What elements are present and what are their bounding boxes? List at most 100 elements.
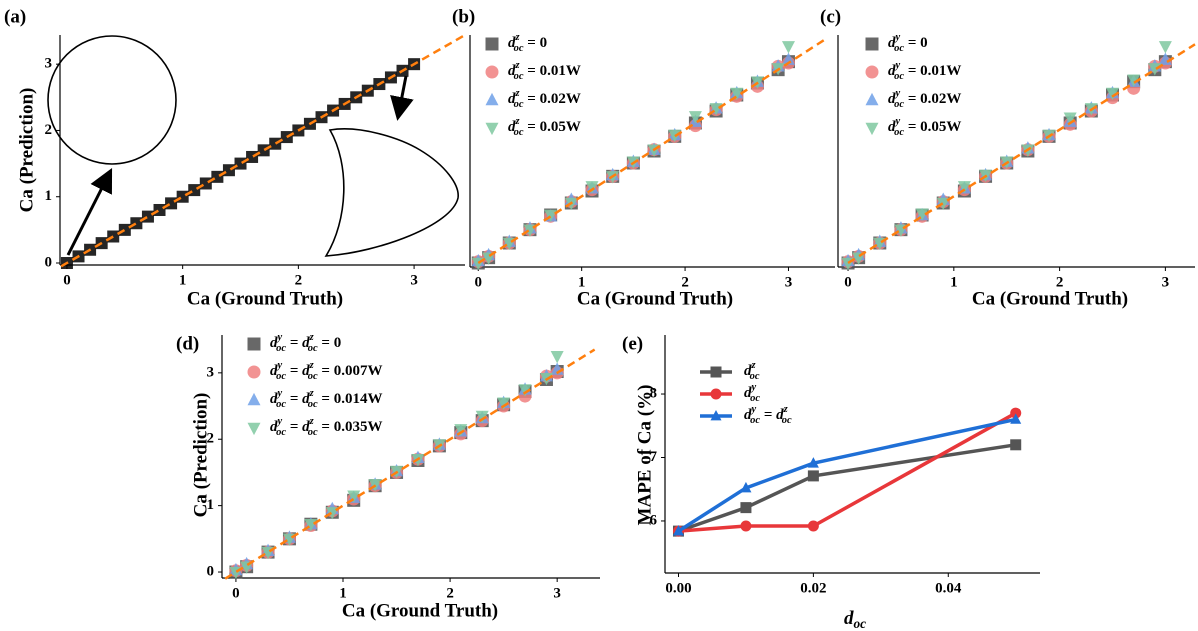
y-axis-title: MAPE of Ca (%) [634, 385, 655, 526]
reference-line [477, 36, 829, 265]
legend-label: dy oc [744, 382, 760, 404]
marker-square [257, 144, 270, 157]
reference-line [224, 348, 596, 580]
x-tick-label: 2 [681, 274, 689, 290]
marker-square [188, 184, 201, 197]
marker-triangle-down [936, 197, 950, 211]
marker-triangle-down [325, 507, 339, 520]
marker-triangle-down [550, 351, 564, 364]
marker-square [1010, 439, 1022, 451]
legend-label: dz oc [744, 360, 760, 382]
x-tick-label: 0 [475, 274, 483, 290]
marker-triangle-down [1063, 112, 1077, 125]
legend-label: dy oc = dz oc = 0.007W [270, 360, 382, 382]
panel-label: (a) [4, 6, 26, 27]
y-tick-label: 1 [207, 497, 215, 513]
arrow [390, 75, 414, 121]
legend-label: dy oc = dz oc = 0.035W [270, 416, 382, 438]
y-tick-label: 3 [45, 56, 53, 72]
marker-triangle-up [781, 52, 795, 65]
marker-square [246, 150, 259, 163]
marker-triangle-down [497, 397, 511, 410]
panel-label: (b) [452, 6, 475, 27]
marker-circle [710, 388, 722, 400]
x-tick-label: 0.00 [665, 580, 691, 596]
marker-triangle-down [585, 181, 599, 194]
x-tick-label: 2 [295, 272, 303, 288]
legend-label: dy oc = dz oc = 0.014W [270, 388, 382, 410]
panel-label: (e) [622, 333, 643, 354]
y-tick-label: 8 [650, 385, 658, 401]
x-tick-label: 0.04 [935, 580, 962, 596]
marker-triangle-down [915, 208, 929, 221]
marker-triangle-down [781, 41, 795, 54]
marker-triangle-down [1105, 87, 1119, 101]
x-tick-label: 0 [63, 272, 71, 288]
y-tick-label: 2 [45, 122, 53, 138]
panel-label: (d) [176, 333, 199, 354]
marker-triangle-up [740, 481, 752, 493]
marker-triangle-down [957, 181, 971, 194]
marker-square [165, 197, 178, 210]
marker-square [247, 337, 261, 351]
y-tick-label: 2 [207, 431, 215, 447]
x-axis-title: Ca (Ground Truth) [577, 288, 733, 309]
marker-square [176, 190, 189, 203]
legend-label: dy oc = dz oc [744, 404, 792, 426]
x-tick-label: 1 [950, 274, 958, 290]
marker-triangle-down [544, 209, 558, 223]
marker-circle [740, 520, 752, 532]
marker-triangle-up [672, 525, 684, 536]
deformed-shape [324, 128, 459, 257]
x-tick-label: 0.02 [800, 580, 826, 596]
marker-circle [247, 365, 261, 379]
marker-triangle-up [247, 392, 261, 406]
y-tick-label: 1 [45, 188, 53, 204]
y-tick-label: 0 [45, 254, 53, 270]
marker-triangle-up [710, 409, 722, 421]
marker-triangle-down [347, 490, 361, 503]
legend-label: dy oc = 0.02W [888, 88, 961, 110]
x-tick-label: 1 [339, 585, 347, 601]
marker-triangle-down [454, 424, 468, 437]
x-tick-label: 1 [179, 272, 187, 288]
reference-line [60, 33, 466, 268]
marker-triangle-down [485, 122, 499, 136]
legend-label: dy oc = 0.05W [888, 116, 961, 138]
marker-square [865, 37, 879, 51]
x-axis-title: Ca (Ground Truth) [187, 288, 343, 309]
x-tick-label: 0 [232, 585, 240, 601]
y-tick-label: 6 [650, 512, 658, 528]
marker-square [234, 157, 247, 170]
x-tick-label: 0 [844, 274, 852, 290]
marker-triangle-down [1158, 41, 1172, 54]
marker-square [485, 37, 499, 51]
y-tick-label: 0 [207, 563, 215, 579]
marker-square [211, 170, 224, 183]
undeformed-shape [47, 35, 177, 165]
marker-triangle-up [865, 92, 879, 106]
marker-triangle-down [518, 384, 532, 397]
arrow [66, 167, 113, 256]
series-line [677, 443, 1016, 533]
marker-triangle-up [807, 457, 819, 468]
panel-label: (c) [820, 6, 841, 27]
x-axis-title: Ca (Ground Truth) [342, 600, 498, 621]
x-tick-label: 3 [785, 274, 793, 290]
y-tick-label: 7 [650, 449, 658, 465]
marker-square [118, 223, 131, 236]
series-line [677, 417, 1017, 533]
x-tick-label: 2 [1056, 274, 1064, 290]
x-tick-label: 3 [1162, 274, 1170, 290]
marker-triangle-down [730, 87, 744, 101]
y-axis-title: Ca (Prediction) [16, 88, 37, 213]
marker-triangle-down [865, 122, 879, 136]
legend-label: dy oc = 0 [888, 32, 928, 54]
x-axis-title: doc [844, 608, 866, 631]
x-tick-label: 3 [410, 272, 418, 288]
y-axis-title: Ca (Prediction) [190, 393, 211, 518]
marker-square [710, 366, 722, 378]
marker-triangle-up [485, 92, 499, 106]
series-line [678, 411, 1017, 533]
